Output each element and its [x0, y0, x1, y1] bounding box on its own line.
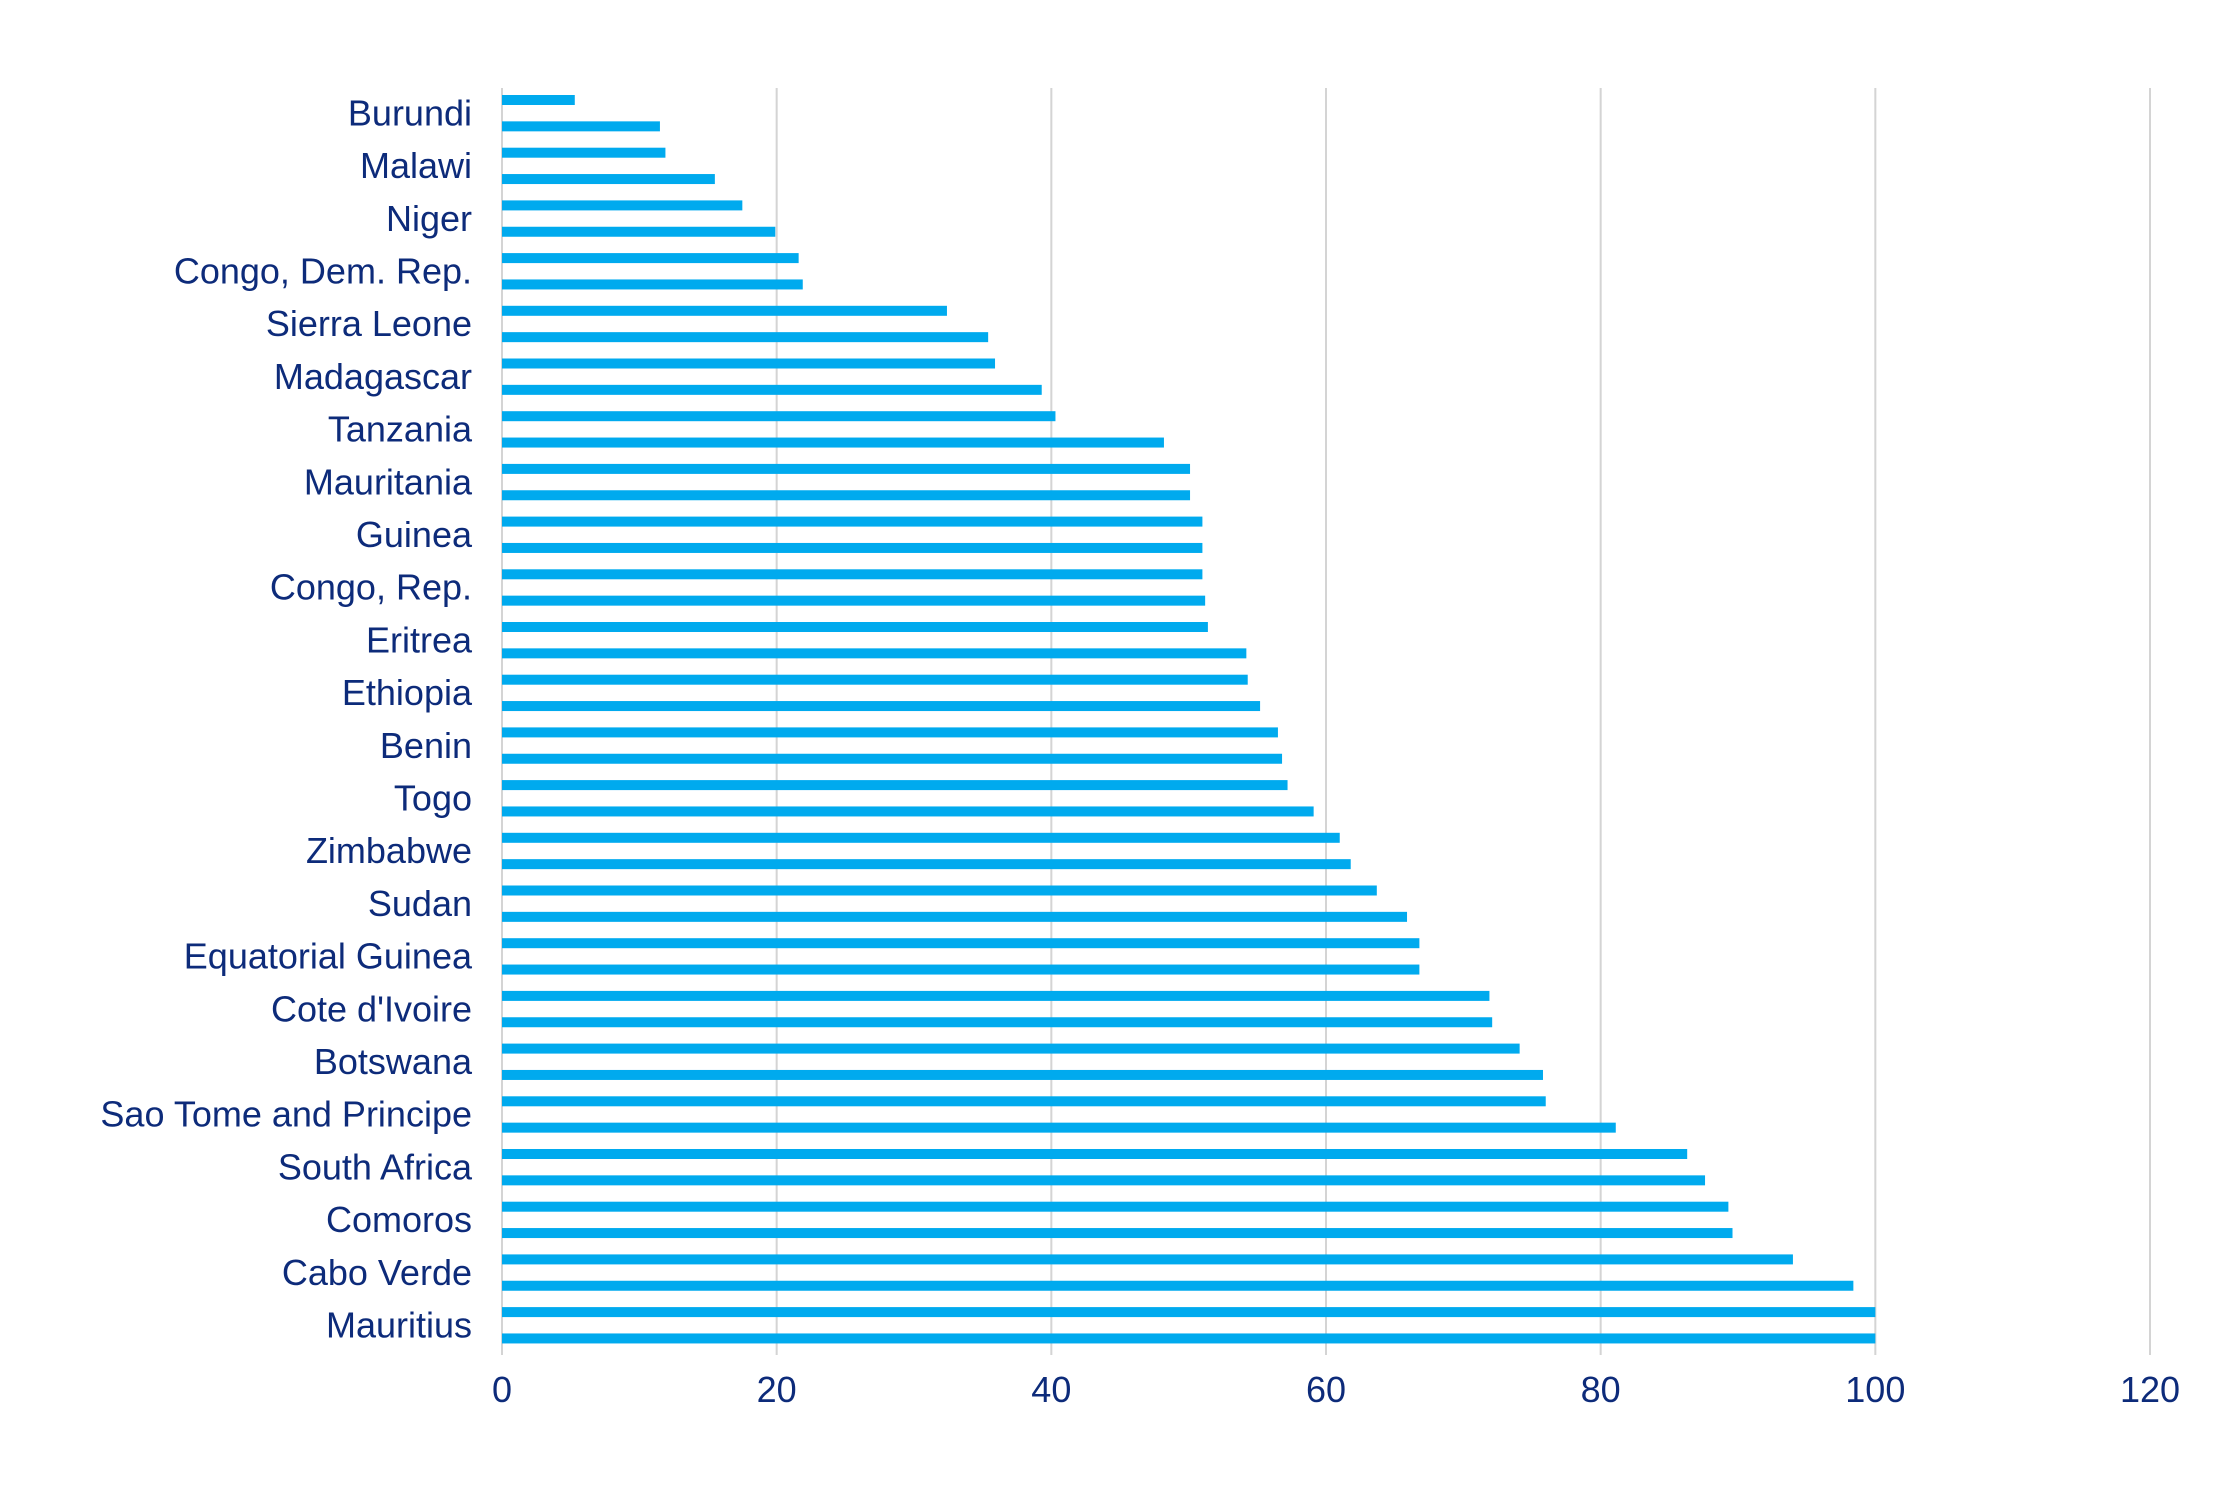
- category-label: Comoros: [326, 1199, 472, 1240]
- bar: [502, 384, 1042, 395]
- bar: [502, 437, 1164, 448]
- bar: [502, 885, 1377, 896]
- bar: [502, 648, 1247, 659]
- category-label: Equatorial Guinea: [184, 936, 473, 977]
- bar: [502, 1043, 1520, 1054]
- bar: [502, 305, 947, 316]
- bar: [502, 911, 1408, 922]
- category-label: Togo: [394, 777, 472, 818]
- bar: [502, 938, 1420, 949]
- bar: [502, 1017, 1493, 1028]
- bar: [502, 411, 1056, 422]
- category-label: Zimbabwe: [306, 830, 472, 871]
- x-tick-label: 20: [757, 1369, 797, 1410]
- category-label: Guinea: [356, 514, 473, 555]
- x-tick-label: 0: [492, 1369, 512, 1410]
- bar: [502, 147, 666, 158]
- bar: [502, 279, 803, 290]
- bar: [502, 226, 776, 237]
- category-label: Tanzania: [328, 409, 473, 450]
- bar: [502, 780, 1288, 791]
- category-label: Cabo Verde: [282, 1252, 472, 1293]
- bar: [502, 806, 1314, 817]
- bar: [502, 516, 1203, 527]
- gridlines: [501, 88, 2151, 1355]
- bar: [502, 1122, 1616, 1133]
- bar: [502, 490, 1191, 501]
- bar: [502, 358, 996, 369]
- bar: [502, 95, 575, 105]
- x-tick-label: 100: [1845, 1369, 1905, 1410]
- category-label: Burundi: [348, 92, 472, 133]
- category-label: Cote d'Ivoire: [271, 988, 472, 1029]
- category-label: Sudan: [368, 883, 472, 924]
- bar: [502, 622, 1208, 632]
- bar: [502, 332, 989, 343]
- category-label: Malawi: [360, 145, 472, 186]
- category-label: Congo, Rep.: [270, 567, 472, 608]
- bar: [502, 1228, 1733, 1239]
- bar: [502, 569, 1203, 580]
- bar: [502, 832, 1340, 843]
- bar: [502, 701, 1261, 712]
- bar: [502, 859, 1351, 870]
- category-labels: Burundi Malawi Niger Congo, Dem. Rep. Sierra…: [100, 92, 473, 1345]
- bar: [502, 990, 1490, 1001]
- bar: [502, 253, 799, 264]
- bar: [502, 174, 715, 185]
- bar: [502, 964, 1420, 975]
- bar: [502, 674, 1248, 685]
- x-axis-tick-labels: 0 20 40 60 80 100 120: [492, 1369, 2180, 1410]
- bar: [502, 1175, 1706, 1186]
- x-tick-label: 80: [1581, 1369, 1621, 1410]
- bar: [502, 542, 1203, 553]
- bar: [502, 1096, 1546, 1107]
- bar: [502, 753, 1283, 764]
- category-label: Eritrea: [366, 619, 473, 660]
- bar: [502, 200, 743, 211]
- category-label: Madagascar: [274, 356, 472, 397]
- bar: [502, 727, 1278, 738]
- x-tick-label: 40: [1031, 1369, 1071, 1410]
- category-label: Mauritius: [326, 1304, 472, 1345]
- bar: [502, 1254, 1793, 1265]
- bar: [502, 121, 660, 132]
- category-label: Niger: [386, 198, 472, 239]
- category-label: Sierra Leone: [266, 303, 472, 344]
- category-label: Ethiopia: [342, 672, 473, 713]
- bars: [502, 95, 1876, 1344]
- bar: [502, 1280, 1854, 1291]
- bar: [502, 1069, 1543, 1080]
- category-label: Mauritania: [304, 461, 473, 502]
- x-tick-label: 120: [2120, 1369, 2180, 1410]
- bar: [502, 1149, 1688, 1159]
- bar: [502, 463, 1191, 474]
- bar: [502, 1307, 1876, 1318]
- category-label: Congo, Dem. Rep.: [174, 250, 472, 291]
- category-label: Botswana: [314, 1041, 473, 1082]
- category-label: South Africa: [278, 1146, 473, 1187]
- x-tick-label: 60: [1306, 1369, 1346, 1410]
- bar: [502, 1333, 1876, 1344]
- category-label: Benin: [380, 725, 472, 766]
- bar: [502, 595, 1206, 606]
- bar: [502, 1201, 1729, 1212]
- category-label: Sao Tome and Principe: [100, 1094, 472, 1135]
